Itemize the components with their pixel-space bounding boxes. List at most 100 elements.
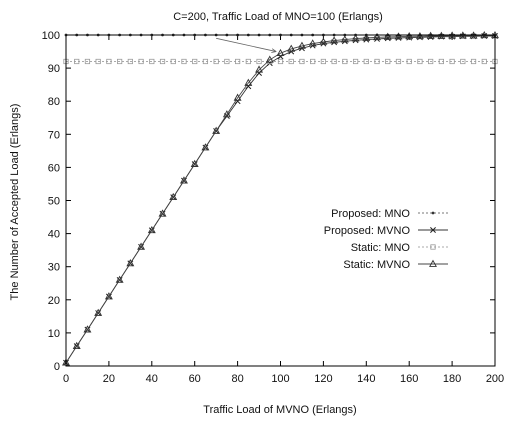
data-point [137, 242, 146, 250]
x-tick-label: 160 [400, 373, 418, 385]
data-point [385, 58, 391, 65]
data-point [224, 58, 230, 65]
y-axis-label: The Number of Accepted Load (Erlangs) [9, 104, 21, 301]
data-point [190, 159, 199, 167]
data-point [276, 48, 285, 57]
data-point [202, 58, 209, 65]
data-point [481, 58, 487, 65]
data-point [147, 225, 156, 234]
data-point [201, 143, 210, 151]
data-point [340, 35, 349, 43]
annotation-arrow-head [271, 48, 277, 53]
legend: Proposed: MNO Proposed: MVNO Static: MNO St… [324, 208, 448, 271]
data-point [363, 58, 369, 65]
data-point [330, 36, 339, 44]
y-tick-label: 80 [48, 96, 60, 108]
data-point [83, 325, 92, 333]
y-tick-label: 100 [42, 30, 60, 42]
data-point [256, 70, 263, 77]
data-point [192, 58, 198, 65]
data-point [117, 58, 123, 65]
data-point [319, 37, 328, 45]
data-point [170, 58, 176, 65]
data-point [181, 58, 187, 65]
series-layer [62, 30, 499, 366]
data-point [265, 55, 274, 63]
y-ticks: 0 10 20 30 40 50 60 70 80 90 100 [42, 30, 495, 373]
data-point [104, 292, 113, 300]
data-point [460, 58, 466, 65]
data-point [299, 58, 305, 65]
x-tick-label: 40 [146, 373, 158, 385]
data-point [277, 58, 284, 65]
data-point [222, 110, 231, 118]
x-tick-label: 0 [63, 373, 69, 385]
data-point [95, 58, 101, 65]
x-tick-label: 140 [357, 373, 375, 385]
data-point [138, 58, 144, 65]
data-point [127, 58, 133, 65]
data-point [94, 308, 103, 316]
data-point [126, 259, 135, 267]
legend-marker [430, 244, 436, 250]
data-point [351, 34, 360, 42]
x-tick-label: 60 [189, 373, 201, 385]
data-point [233, 93, 242, 101]
chart-title: C=200, Traffic Load of MNO=100 (Erlangs) [173, 11, 383, 23]
data-point [417, 58, 423, 65]
data-point [394, 32, 403, 40]
legend-label: Proposed: MVNO [324, 225, 411, 237]
x-ticks: 0 20 40 60 80 100 120 140 160 180 200 [63, 35, 504, 385]
data-point [428, 58, 434, 65]
data-point [342, 58, 348, 65]
data-point [362, 33, 371, 41]
data-point [287, 44, 296, 52]
legend-label: Static: MNO [351, 242, 411, 254]
x-axis-label: Traffic Load of MVNO (Erlangs) [203, 404, 356, 416]
data-point [106, 58, 112, 65]
data-point [415, 31, 424, 40]
legend-marker [430, 227, 436, 233]
series-proposed-mvno [63, 33, 498, 366]
data-point [449, 58, 455, 65]
x-tick-label: 120 [314, 373, 332, 385]
data-point [374, 58, 380, 65]
data-point [159, 58, 166, 65]
data-point [310, 58, 316, 65]
series-line [65, 35, 495, 363]
data-point [115, 275, 124, 283]
y-tick-label: 60 [48, 162, 60, 174]
data-point [158, 209, 167, 217]
data-point [297, 41, 306, 49]
data-point [255, 65, 264, 73]
data-point [84, 58, 91, 65]
legend-label: Proposed: MNO [331, 208, 410, 220]
data-point [234, 98, 241, 105]
data-point [438, 58, 444, 65]
data-point [213, 58, 219, 65]
data-point [331, 58, 337, 65]
data-point [395, 58, 402, 65]
data-point [244, 78, 253, 86]
data-point [245, 83, 252, 90]
data-point [212, 126, 221, 134]
data-point [72, 341, 81, 349]
legend-label: Static: MVNO [343, 259, 410, 271]
data-point [308, 39, 317, 47]
y-tick-label: 0 [54, 361, 60, 373]
y-tick-label: 50 [48, 196, 60, 208]
data-point [288, 58, 294, 65]
y-tick-label: 30 [48, 262, 60, 274]
data-point [245, 58, 251, 65]
data-point [169, 192, 178, 201]
series-static-mvno [62, 30, 499, 366]
x-tick-label: 20 [103, 373, 115, 385]
x-tick-label: 200 [486, 373, 504, 385]
data-point [180, 176, 188, 184]
x-tick-label: 100 [271, 373, 289, 385]
y-tick-label: 10 [48, 328, 60, 340]
annotation-arrow [216, 37, 277, 52]
data-point [74, 58, 80, 65]
y-tick-label: 90 [48, 63, 60, 75]
